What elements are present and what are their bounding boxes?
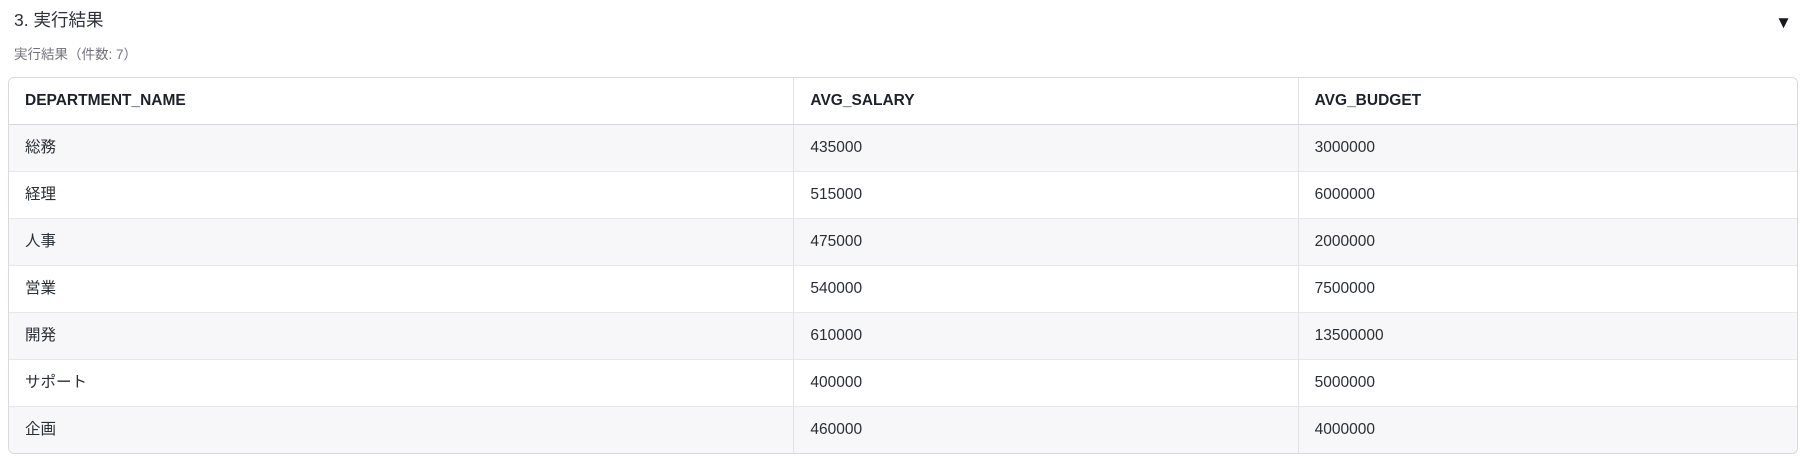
column-header-avg-salary: AVG_SALARY <box>793 78 1299 125</box>
cell-department-name: 人事 <box>9 218 794 266</box>
table-row: 営業 540000 7500000 <box>9 265 1797 313</box>
table-row: サポート 400000 5000000 <box>9 359 1797 407</box>
cell-avg-salary: 540000 <box>793 265 1299 313</box>
column-header-department-name: DEPARTMENT_NAME <box>9 78 794 125</box>
cell-department-name: サポート <box>9 359 794 407</box>
table-row: 開発 610000 13500000 <box>9 312 1797 360</box>
cell-avg-salary: 515000 <box>793 171 1299 219</box>
cell-avg-budget: 3000000 <box>1297 124 1797 172</box>
column-header-avg-budget: AVG_BUDGET <box>1297 78 1797 125</box>
result-table: DEPARTMENT_NAME AVG_SALARY AVG_BUDGET 総務 43… <box>9 78 1797 453</box>
cell-department-name: 総務 <box>25 139 57 156</box>
section-header: 3. 実行結果 ▼ <box>8 6 1798 32</box>
cell-avg-budget: 4000000 <box>1297 406 1797 453</box>
cell-avg-salary: 610000 <box>793 312 1299 360</box>
table-row: 企画 460000 4000000 <box>9 406 1797 453</box>
cell-avg-salary: 460000 <box>793 406 1299 453</box>
cell-avg-salary: 435000 <box>793 124 1299 172</box>
cell-avg-budget: 7500000 <box>1297 265 1797 313</box>
cell-department-name: 経理 <box>9 171 794 219</box>
result-count-caption: 実行結果（件数: 7） <box>14 47 138 62</box>
cell-avg-salary: 475000 <box>793 218 1299 266</box>
cell-avg-budget: 2000000 <box>1297 218 1797 266</box>
header-row: DEPARTMENT_NAME AVG_SALARY AVG_BUDGET <box>9 78 1797 125</box>
collapse-triangle-icon[interactable]: ▼ <box>1775 13 1792 32</box>
table-row: 総務 435000 3000000 <box>9 124 1797 172</box>
section-title: 3. 実行結果 <box>14 10 104 30</box>
cell-department-name: 企画 <box>9 406 794 453</box>
cell-avg-salary: 400000 <box>793 359 1299 407</box>
table-row: 人事 475000 2000000 <box>9 218 1797 266</box>
cell-avg-budget: 5000000 <box>1297 359 1797 407</box>
table-row: 経理 515000 6000000 <box>9 171 1797 219</box>
cell-avg-budget: 6000000 <box>1297 171 1797 219</box>
cell-department-name: 開発 <box>9 312 794 360</box>
result-table-header: DEPARTMENT_NAME AVG_SALARY AVG_BUDGET <box>9 78 1797 125</box>
cell-avg-budget: 13500000 <box>1297 312 1797 360</box>
cell-department-name: 営業 <box>9 265 794 313</box>
result-table-body: 総務 435000 3000000 経理 515000 6000000 人事 475000 20… <box>9 124 1797 453</box>
result-table-container: DEPARTMENT_NAME AVG_SALARY AVG_BUDGET 総務 43… <box>8 77 1798 454</box>
